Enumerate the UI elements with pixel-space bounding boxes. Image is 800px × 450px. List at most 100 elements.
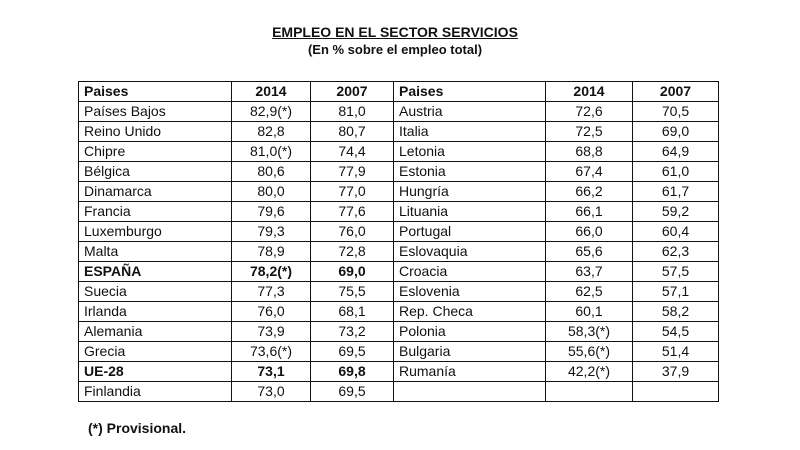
country-cell: Rumanía [393, 361, 546, 382]
value-2007-cell: 68,1 [310, 301, 394, 322]
value-2014-cell: 73,1 [231, 361, 311, 382]
value-2014-cell: 72,6 [545, 101, 633, 122]
country-cell: Rep. Checa [393, 301, 546, 322]
value-2014-cell: 76,0 [231, 301, 311, 322]
table-subtitle: (En % sobre el empleo total) [307, 42, 483, 57]
table-row: Grecia 73,6(*) 69,5 Bulgaria 55,6(*) 51,4 [78, 341, 719, 362]
value-2014-cell: 82,8 [231, 121, 311, 142]
value-2007-cell: 57,5 [632, 261, 719, 282]
country-cell: Lituania [393, 201, 546, 222]
table-row: Alemania 73,9 73,2 Polonia 58,3(*) 54,5 [78, 321, 719, 342]
value-2014-cell: 68,8 [545, 141, 633, 162]
value-2007-cell: 72,8 [310, 241, 394, 262]
value-2007-cell: 69,5 [310, 341, 394, 362]
header-2007: 2007 [310, 81, 394, 102]
country-cell [393, 381, 546, 402]
value-2007-cell: 64,9 [632, 141, 719, 162]
value-2014-cell: 80,6 [231, 161, 311, 182]
country-cell: Reino Unido [78, 121, 232, 142]
country-cell: Dinamarca [78, 181, 232, 202]
country-cell: Estonia [393, 161, 546, 182]
value-2007-cell: 77,9 [310, 161, 394, 182]
table-row: Reino Unido 82,8 80,7 Italia 72,5 69,0 [78, 121, 719, 142]
value-2014-cell: 66,2 [545, 181, 633, 202]
value-2007-cell: 76,0 [310, 221, 394, 242]
value-2014-cell: 66,1 [545, 201, 633, 222]
value-2007-cell: 69,0 [632, 121, 719, 142]
table-row: Suecia 77,3 75,5 Eslovenia 62,5 57,1 [78, 281, 719, 302]
country-cell: Austria [393, 101, 546, 122]
table-row: Luxemburgo 79,3 76,0 Portugal 66,0 60,4 [78, 221, 719, 242]
value-2014-cell: 72,5 [545, 121, 633, 142]
country-cell: Bélgica [78, 161, 232, 182]
value-2014-cell: 66,0 [545, 221, 633, 242]
value-2014-cell: 60,1 [545, 301, 633, 322]
value-2007-cell [632, 381, 719, 402]
country-cell: Países Bajos [78, 101, 232, 122]
value-2007-cell: 80,7 [310, 121, 394, 142]
value-2014-cell: 78,2(*) [231, 261, 311, 282]
table-row: Malta 78,9 72,8 Eslovaquia 65,6 62,3 [78, 241, 719, 262]
country-cell: Hungría [393, 181, 546, 202]
header-country: Paises [78, 81, 232, 102]
value-2007-cell: 60,4 [632, 221, 719, 242]
country-cell: Letonia [393, 141, 546, 162]
header-row: Paises 2014 2007 Paises 2014 2007 [78, 81, 719, 102]
value-2014-cell: 81,0(*) [231, 141, 311, 162]
value-2007-cell: 77,6 [310, 201, 394, 222]
country-cell: Alemania [78, 321, 232, 342]
value-2014-cell: 78,9 [231, 241, 311, 262]
country-cell: Chipre [78, 141, 232, 162]
table-row: ESPAÑA 78,2(*) 69,0 Croacia 63,7 57,5 [78, 261, 719, 282]
value-2014-cell: 73,9 [231, 321, 311, 342]
country-cell: Eslovaquia [393, 241, 546, 262]
table-row: Irlanda 76,0 68,1 Rep. Checa 60,1 58,2 [78, 301, 719, 322]
value-2007-cell: 57,1 [632, 281, 719, 302]
table-row: Bélgica 80,6 77,9 Estonia 67,4 61,0 [78, 161, 719, 182]
value-2014-cell: 79,6 [231, 201, 311, 222]
table-row: Francia 79,6 77,6 Lituania 66,1 59,2 [78, 201, 719, 222]
header-2007: 2007 [632, 81, 719, 102]
value-2007-cell: 62,3 [632, 241, 719, 262]
table-row: Países Bajos 82,9(*) 81,0 Austria 72,6 70,5 [78, 101, 719, 122]
country-cell: Eslovenia [393, 281, 546, 302]
employment-table: Paises 2014 2007 Paises 2014 2007 Países… [78, 81, 719, 402]
header-2014: 2014 [545, 81, 633, 102]
value-2007-cell: 74,4 [310, 141, 394, 162]
value-2007-cell: 69,8 [310, 361, 394, 382]
country-cell: Finlandia [78, 381, 232, 402]
country-cell: Croacia [393, 261, 546, 282]
table-title: EMPLEO EN EL SECTOR SERVICIOS [272, 24, 518, 40]
value-2007-cell: 59,2 [632, 201, 719, 222]
value-2007-cell: 37,9 [632, 361, 719, 382]
value-2014-cell: 73,0 [231, 381, 311, 402]
value-2007-cell: 69,5 [310, 381, 394, 402]
country-cell: Polonia [393, 321, 546, 342]
table-row: UE-28 73,1 69,8 Rumanía 42,2(*) 37,9 [78, 361, 719, 382]
value-2007-cell: 61,0 [632, 161, 719, 182]
value-2014-cell: 82,9(*) [231, 101, 311, 122]
table-row: Chipre 81,0(*) 74,4 Letonia 68,8 64,9 [78, 141, 719, 162]
value-2014-cell: 62,5 [545, 281, 633, 302]
value-2007-cell: 54,5 [632, 321, 719, 342]
country-cell: Irlanda [78, 301, 232, 322]
country-cell: Suecia [78, 281, 232, 302]
value-2014-cell: 42,2(*) [545, 361, 633, 382]
value-2007-cell: 58,2 [632, 301, 719, 322]
value-2014-cell: 79,3 [231, 221, 311, 242]
value-2007-cell: 61,7 [632, 181, 719, 202]
header-2014: 2014 [231, 81, 311, 102]
value-2014-cell: 58,3(*) [545, 321, 633, 342]
value-2007-cell: 73,2 [310, 321, 394, 342]
country-cell: UE-28 [78, 361, 232, 382]
value-2014-cell: 80,0 [231, 181, 311, 202]
value-2014-cell: 73,6(*) [231, 341, 311, 362]
country-cell: Italia [393, 121, 546, 142]
value-2014-cell: 63,7 [545, 261, 633, 282]
value-2014-cell: 55,6(*) [545, 341, 633, 362]
table-row: Finlandia 73,0 69,5 [78, 381, 719, 402]
country-cell: Francia [78, 201, 232, 222]
value-2007-cell: 51,4 [632, 341, 719, 362]
table-row: Dinamarca 80,0 77,0 Hungría 66,2 61,7 [78, 181, 719, 202]
value-2007-cell: 70,5 [632, 101, 719, 122]
